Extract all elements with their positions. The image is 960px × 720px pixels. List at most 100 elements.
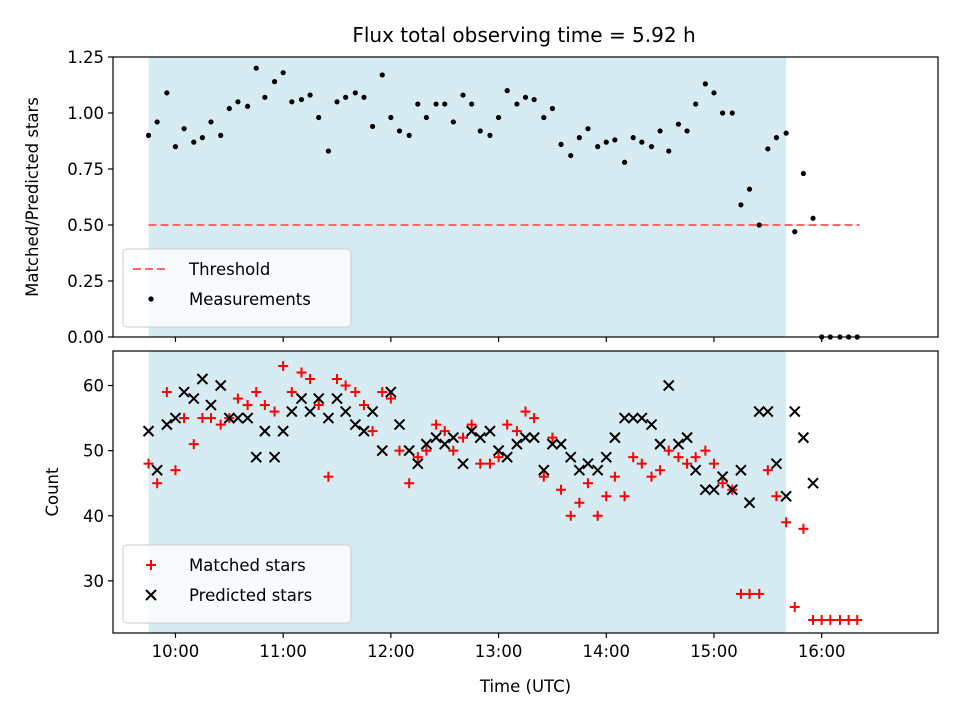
matched-star-point [332, 374, 343, 385]
matched-star-point [565, 510, 576, 521]
matched-star-point [601, 491, 612, 502]
predicted-star-point [519, 431, 532, 444]
matched-star-point [394, 445, 405, 456]
matched-star-point [259, 400, 270, 411]
ratio-plot-frame [112, 56, 939, 338]
predicted-star-point [538, 464, 550, 476]
matched-star-point [215, 419, 226, 430]
measurement-point [442, 101, 448, 107]
legend-box [122, 544, 352, 624]
matched-star-point [404, 478, 415, 489]
ratio-legend: Threshold Measurements [122, 248, 352, 328]
measurement-point [469, 101, 475, 107]
measurement-point [379, 72, 385, 78]
measurement-point [531, 96, 537, 103]
measurement-point [289, 99, 295, 105]
predicted-star-point [286, 405, 298, 418]
predicted-star-point [277, 425, 289, 437]
measurement-point [514, 101, 520, 107]
measurement-point [639, 139, 645, 145]
measurement-point [541, 114, 547, 121]
predicted-star-point [214, 379, 227, 392]
measurement-point [164, 90, 170, 96]
measurement-point [396, 128, 403, 134]
measurement-point [487, 132, 493, 138]
predicted-star-point [528, 431, 540, 444]
matched-star-point [466, 419, 477, 430]
legend-box [122, 248, 352, 328]
ratio-y-ticks: 0.00 0.25 0.50 0.75 1.00 1.25 [67, 48, 113, 347]
matched-star-point [421, 445, 432, 456]
ratio-panel: 0.00 0.25 0.50 0.75 1.00 1.25 Matched/Predict… [23, 48, 939, 347]
measurement-point [271, 79, 278, 85]
measurement-point [693, 101, 699, 107]
count-y-axis-label: Count [43, 467, 62, 517]
measurement-point [406, 132, 412, 138]
predicted-star-point [439, 438, 451, 450]
matched-star-point [529, 413, 540, 424]
predicted-star-point [663, 379, 675, 392]
measurement-point [765, 146, 771, 152]
predicted-star-point [762, 405, 774, 418]
predicted-star-point [169, 412, 182, 424]
matched-star-point [377, 387, 388, 398]
predicted-star-point [474, 431, 486, 444]
legend-x-swatch [145, 589, 157, 601]
matched-star-point [754, 588, 765, 599]
count-plot-frame [112, 350, 939, 634]
matched-star-point [188, 439, 199, 450]
matched-star-point [439, 426, 450, 437]
y-tick-label: 1.25 [67, 48, 104, 67]
predicted-star-point [232, 412, 244, 424]
matched-star-point [170, 465, 181, 476]
matched-star-point [278, 360, 289, 371]
matched-star-point [358, 400, 369, 411]
measurement-point [460, 92, 466, 98]
matched-star-point [350, 387, 361, 398]
y-tick-label: 40 [83, 507, 104, 526]
ratio-x-ticks [174, 337, 823, 342]
predicted-star-point [582, 457, 594, 470]
predicted-star-point [259, 425, 271, 437]
measurement-point [325, 148, 332, 154]
predicted-star-point [618, 412, 631, 424]
measurement-point [549, 105, 556, 112]
matched-star-point [367, 426, 378, 437]
predicted-star-point [366, 405, 379, 418]
x-tick-label: 12:00 [367, 642, 415, 661]
measurement-point [334, 99, 340, 105]
measurement-point [657, 128, 663, 134]
matched-star-point [655, 465, 666, 476]
predicted-star-point [591, 464, 604, 476]
measurement-point [218, 132, 224, 138]
y-tick-label: 1.00 [67, 104, 104, 123]
predicted-star-point [492, 444, 505, 457]
predicted-star-point [807, 477, 819, 489]
predicted-star-point [457, 457, 469, 470]
x-tick-label: 11:00 [259, 642, 307, 661]
y-tick-label: 30 [83, 572, 104, 591]
predicted-star-point [465, 425, 478, 437]
matched-star-point [296, 367, 307, 378]
predicted-star-point [205, 399, 217, 411]
legend-label: Predicted stars [189, 586, 312, 605]
predicted-star-point [304, 405, 316, 418]
predicted-star-point [636, 412, 648, 424]
matched-star-point [808, 614, 819, 625]
figure-title: Flux total observing time = 5.92 h [352, 23, 695, 47]
predicted-star-point [358, 425, 370, 437]
legend-dot-swatch [148, 296, 154, 302]
predicted-star-point [573, 464, 586, 476]
matched-star-point [852, 614, 863, 625]
measurement-point [783, 130, 789, 136]
matched-star-point [619, 491, 630, 502]
measurement-point [361, 94, 367, 100]
y-tick-label: 50 [83, 442, 104, 461]
legend-label: Threshold [188, 260, 270, 279]
y-tick-label: 0.25 [67, 272, 104, 291]
measurement-point [800, 170, 806, 177]
matched-star-point [242, 400, 253, 411]
measurement-point [226, 105, 232, 112]
predicted-star-point [151, 464, 163, 476]
